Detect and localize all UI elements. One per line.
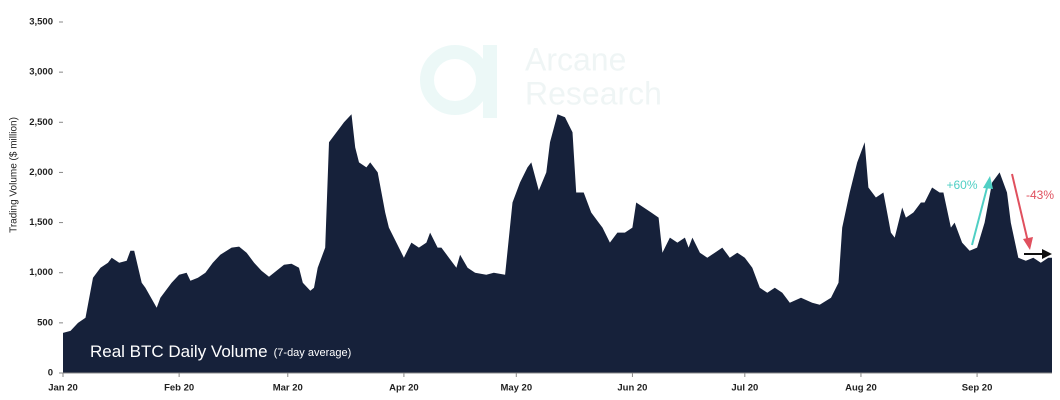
x-tick-label: Jun 20 [617,383,647,394]
x-tick-label: Feb 20 [164,383,194,394]
chart-title-group: Real BTC Daily Volume (7-day average) [90,342,351,361]
watermark: Arcane Research [420,41,662,118]
arrow [1011,173,1029,243]
arrow-head [1042,249,1052,259]
x-tick-label: May 20 [500,383,532,394]
arrow [971,183,989,246]
x-tick-label: Apr 20 [389,383,419,394]
arrow-head [1023,237,1033,250]
x-tick-label: Mar 20 [273,383,303,394]
y-tick-label: 3,500 [29,17,53,28]
annotation: +60% [946,178,977,192]
x-tick-label: Jan 20 [48,383,78,394]
y-tick-label: 1,000 [29,267,53,278]
arrows [971,173,1052,259]
arrow-head [983,176,993,189]
area [63,114,1052,374]
plot [59,21,1052,377]
x-tick-label: Jul 20 [731,383,758,394]
watermark-text: Research [525,75,662,111]
y-tick-label: 1,500 [29,217,53,228]
chart-title: Real BTC Daily Volume [90,342,268,361]
y-tick-label: 500 [37,317,53,328]
logo [420,45,490,115]
y-tick-label: 2,000 [29,167,53,178]
annotation: -43% [1026,188,1054,202]
y-tick-label: 0 [48,368,53,379]
watermark-text: Arcane [525,41,626,77]
chart-subtitle: (7-day average) [274,347,352,359]
y-axis-label: Trading Volume ($ million) [9,117,20,233]
y-tick-label: 2,500 [29,117,53,128]
x-tick-label: Sep 20 [962,383,993,394]
y-tick-label: 3,000 [29,67,53,78]
x-tick-label: Aug 20 [845,383,877,394]
